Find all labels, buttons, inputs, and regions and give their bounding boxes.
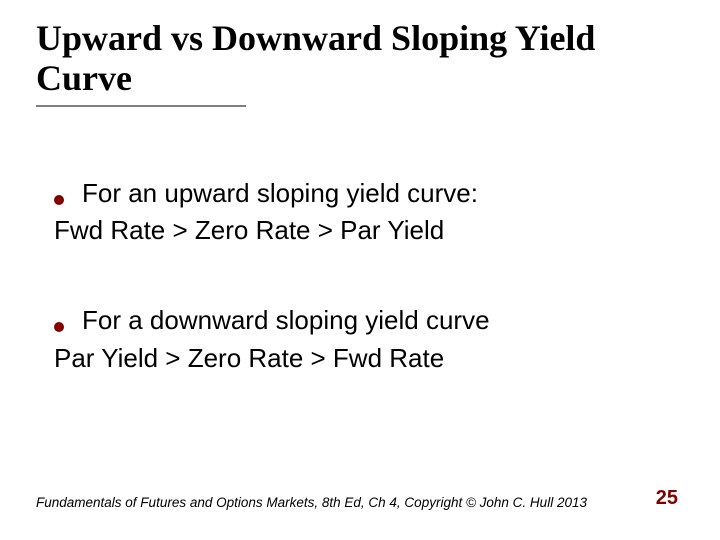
page-number: 25 xyxy=(656,487,678,510)
bullet-icon xyxy=(54,322,64,332)
slide: Upward vs Downward Sloping Yield Curve F… xyxy=(0,0,720,540)
title-underline xyxy=(36,105,246,107)
bullet-continuation: Fwd Rate > Zero Rate > Par Yield xyxy=(54,214,674,248)
bullet-icon xyxy=(54,195,64,205)
bullet-continuation: Par Yield > Zero Rate > Fwd Rate xyxy=(54,342,674,376)
bullet-lead-text: For an upward sloping yield curve: xyxy=(82,177,478,211)
bullet-block: For a downward sloping yield curve Par Y… xyxy=(54,304,674,376)
content-area: For an upward sloping yield curve: Fwd R… xyxy=(36,177,684,376)
slide-title: Upward vs Downward Sloping Yield Curve xyxy=(36,18,684,99)
bullet-line: For an upward sloping yield curve: xyxy=(54,177,674,211)
bullet-line: For a downward sloping yield curve xyxy=(54,304,674,338)
bullet-lead-text: For a downward sloping yield curve xyxy=(82,304,490,338)
footer: Fundamentals of Futures and Options Mark… xyxy=(36,487,684,510)
bullet-block: For an upward sloping yield curve: Fwd R… xyxy=(54,177,674,249)
footer-text: Fundamentals of Futures and Options Mark… xyxy=(36,495,587,510)
